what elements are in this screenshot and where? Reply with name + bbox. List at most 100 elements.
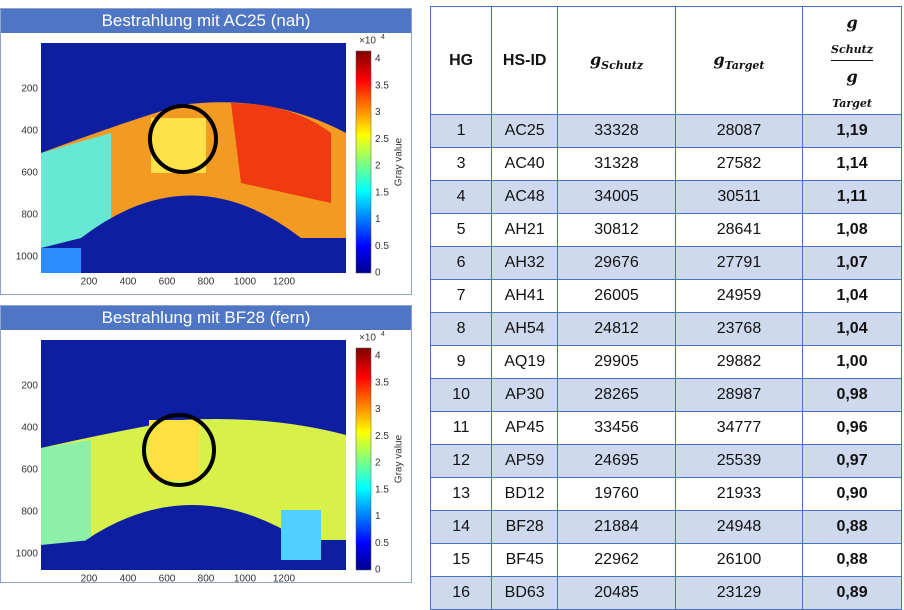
- table-cell: 9: [431, 346, 492, 379]
- x-tick-label: 200: [81, 574, 98, 583]
- table-cell: 27582: [675, 148, 802, 181]
- table-row: 5AH2130812286411,08: [431, 214, 902, 247]
- symbol-sub: Target: [725, 59, 765, 72]
- table-cell: 24695: [558, 445, 676, 478]
- table-cell: 1,04: [803, 313, 902, 346]
- header-cell: gSchutzgTarget: [803, 7, 902, 115]
- symbol-base: g: [831, 11, 873, 34]
- table-cell: 1,19: [803, 115, 902, 148]
- table-cell: 25539: [675, 445, 802, 478]
- table-row: 12AP5924695255390,97: [431, 445, 902, 478]
- header-cell: gSchutz: [558, 7, 676, 115]
- image-region: [151, 118, 206, 173]
- x-tick-label: 1000: [234, 574, 257, 583]
- table-cell: 0,89: [803, 577, 902, 610]
- symbol-base: g: [831, 65, 873, 88]
- colorbar: [356, 348, 371, 570]
- table-cell: BD63: [492, 577, 558, 610]
- table-cell: 28265: [558, 379, 676, 412]
- colorbar-exponent: 4: [381, 331, 385, 338]
- table-cell: 1,07: [803, 247, 902, 280]
- table-cell: 34005: [558, 181, 676, 214]
- table-cell: 1,04: [803, 280, 902, 313]
- x-tick-label: 1200: [273, 574, 296, 583]
- y-tick-label: 400: [21, 423, 38, 434]
- y-tick-label: 800: [21, 210, 38, 221]
- table-cell: 0,98: [803, 379, 902, 412]
- colorbar-multiplier: ×10: [359, 36, 376, 47]
- y-tick-label: 400: [21, 126, 38, 137]
- colorbar-tick-label: 1.5: [375, 187, 389, 198]
- table-cell: 29882: [675, 346, 802, 379]
- table-cell: BF45: [492, 544, 558, 577]
- colorbar-tick-label: 0.5: [375, 538, 389, 549]
- table-cell: 5: [431, 214, 492, 247]
- table-cell: 11: [431, 412, 492, 445]
- header-cell: HS-ID: [492, 7, 558, 115]
- colorbar-exponent: 4: [381, 34, 385, 41]
- table-cell: 19760: [558, 478, 676, 511]
- x-tick-label: 400: [120, 277, 137, 288]
- colorbar-tick-label: 2.5: [375, 134, 389, 145]
- colorbar-tick-label: 0.5: [375, 241, 389, 252]
- colorbar-tick-label: 0: [375, 268, 381, 279]
- table-cell: AC25: [492, 115, 558, 148]
- colorbar-tick-label: 3: [375, 404, 381, 415]
- table-cell: 16: [431, 577, 492, 610]
- y-tick-label: 200: [21, 84, 38, 95]
- x-tick-label: 1200: [273, 277, 296, 288]
- colorbar-tick-label: 0: [375, 565, 381, 576]
- colorbar-tick-label: 2.5: [375, 431, 389, 442]
- panel-title: Bestrahlung mit BF28 (fern): [1, 306, 411, 330]
- table-cell: 6: [431, 247, 492, 280]
- colorbar-tick-label: 3.5: [375, 80, 389, 91]
- colorbar-tick-label: 3.5: [375, 377, 389, 388]
- y-tick-label: 200: [21, 381, 38, 392]
- y-tick-label: 600: [21, 168, 38, 179]
- symbol-sub: Target: [832, 97, 872, 110]
- image-region: [149, 420, 199, 480]
- table-cell: 15: [431, 544, 492, 577]
- table-cell: 1: [431, 115, 492, 148]
- table-cell: AC40: [492, 148, 558, 181]
- table-cell: 23768: [675, 313, 802, 346]
- table-cell: 24948: [675, 511, 802, 544]
- symbol: gSchutz: [590, 50, 643, 69]
- table-cell: 0,88: [803, 544, 902, 577]
- image-region: [281, 510, 321, 560]
- x-tick-label: 800: [198, 277, 215, 288]
- header-cell: HG: [431, 7, 492, 115]
- colorbar-tick-label: 1: [375, 214, 381, 225]
- x-tick-label: 1000: [234, 277, 257, 288]
- table-cell: 13: [431, 478, 492, 511]
- table-cell: 14: [431, 511, 492, 544]
- table-cell: AH32: [492, 247, 558, 280]
- table-cell: AH54: [492, 313, 558, 346]
- y-tick-label: 600: [21, 465, 38, 476]
- table-cell: 0,97: [803, 445, 902, 478]
- image-region: [41, 248, 81, 273]
- table-cell: 3: [431, 148, 492, 181]
- table-cell: 1,11: [803, 181, 902, 214]
- colorbar-tick-label: 2: [375, 161, 381, 172]
- x-tick-label: 400: [120, 574, 137, 583]
- table-cell: 33456: [558, 412, 676, 445]
- table-row: 3AC4031328275821,14: [431, 148, 902, 181]
- table-cell: 10: [431, 379, 492, 412]
- table-cell: 7: [431, 280, 492, 313]
- x-tick-label: 200: [81, 277, 98, 288]
- colorbar-tick-label: 4: [375, 351, 381, 362]
- table-cell: 8: [431, 313, 492, 346]
- table-cell: AQ19: [492, 346, 558, 379]
- table-cell: 31328: [558, 148, 676, 181]
